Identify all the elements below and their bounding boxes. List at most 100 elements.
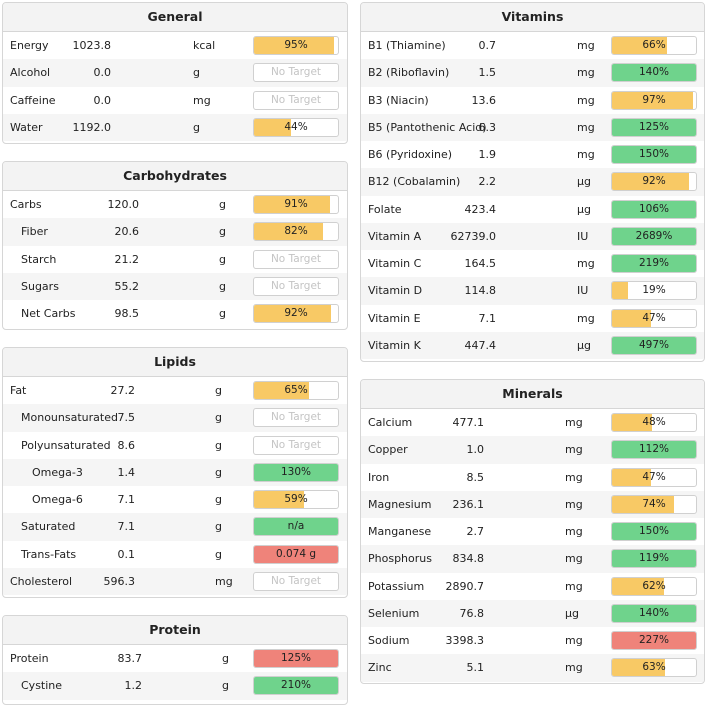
- vitamins-row-b3-niacin[interactable]: B3 (Niacin) 13.6 mg 97%: [361, 87, 704, 114]
- nutrient-name: Vitamin A: [368, 229, 422, 243]
- vitamins-row-b5-pantothenic-acid[interactable]: B5 (Pantothenic Acid) 6.3 mg 125%: [361, 113, 704, 141]
- minerals-row-calcium[interactable]: Calcium 477.1 mg 48%: [361, 409, 704, 436]
- vitamins-row-b1-thiamine[interactable]: B1 (Thiamine) 0.7 mg 66%: [361, 32, 704, 59]
- progress-label: No Target: [270, 66, 322, 79]
- lipids-row-saturated[interactable]: Saturated 7.1 g n/a: [3, 513, 347, 541]
- minerals-row-potassium[interactable]: Potassium 2890.7 mg 62%: [361, 573, 704, 600]
- vitamins-row-b2-riboflavin[interactable]: B2 (Riboflavin) 1.5 mg 140%: [361, 59, 704, 87]
- nutrient-name: Starch: [21, 252, 57, 266]
- general-row-energy[interactable]: Energy 1023.8 kcal 95%: [3, 32, 347, 59]
- nutrient-unit: g: [193, 66, 200, 80]
- nutrient-name: Vitamin E: [368, 311, 421, 325]
- progress-fill: [612, 118, 696, 136]
- nutrient-name: Iron: [368, 470, 390, 484]
- carbohydrates-row-starch[interactable]: Starch 21.2 g No Target: [3, 246, 347, 273]
- progress-fill: [612, 309, 652, 327]
- nutrient-name: Fiber: [21, 225, 48, 239]
- carbohydrates-row-fiber[interactable]: Fiber 20.6 g 82%: [3, 218, 347, 246]
- target-progress-bar: No Target: [253, 249, 339, 269]
- general-row-caffeine[interactable]: Caffeine 0.0 mg No Target: [3, 87, 347, 114]
- progress-fill: [612, 495, 675, 513]
- nutrient-amount: 76.8: [459, 606, 485, 620]
- target-progress-bar: 66%: [611, 36, 697, 55]
- nutrient-name: Manganese: [368, 525, 432, 538]
- progress-fill: [612, 336, 696, 354]
- nutrient-amount: 21.2: [114, 252, 140, 266]
- progress-fill: [254, 677, 338, 695]
- progress-fill: [612, 414, 653, 431]
- nutrient-unit: kcal: [193, 39, 216, 52]
- lipids-row-trans-fats[interactable]: Trans-Fats 0.1 g 0.074 g: [3, 541, 347, 568]
- protein-row-cystine[interactable]: Cystine 1.2 g 210%: [3, 672, 347, 700]
- target-progress-bar: 227%: [611, 631, 697, 650]
- nutrient-amount: 0.1: [117, 547, 136, 561]
- nutrient-amount: 3398.3: [445, 634, 485, 647]
- target-progress-bar: 92%: [253, 304, 339, 323]
- lipids-row-cholesterol[interactable]: Cholesterol 596.3 mg No Target: [3, 567, 347, 595]
- nutrient-name: Cystine: [21, 679, 63, 693]
- lipids-row-fat[interactable]: Fat 27.2 g 65%: [3, 377, 347, 404]
- progress-label: 150%: [638, 525, 670, 537]
- protein-title: Protein: [3, 616, 347, 645]
- protein-row-protein[interactable]: Protein 83.7 g 125%: [3, 645, 347, 672]
- lipids-row-polyunsaturated[interactable]: Polyunsaturated 8.6 g No Target: [3, 432, 347, 459]
- progress-label: n/a: [287, 520, 305, 533]
- progress-fill: [612, 282, 628, 300]
- nutrient-unit: mg: [565, 470, 583, 484]
- nutrient-amount: 477.1: [452, 416, 485, 429]
- nutrient-name: Polyunsaturated: [21, 438, 111, 452]
- minerals-row-manganese[interactable]: Manganese 2.7 mg 150%: [361, 518, 704, 545]
- vitamins-row-b12-cobalamin[interactable]: B12 (Cobalamin) 2.2 µg 92%: [361, 168, 704, 196]
- minerals-row-phosphorus[interactable]: Phosphorus 834.8 mg 119%: [361, 545, 704, 573]
- nutrient-amount: 447.4: [464, 338, 497, 352]
- carbohydrates-row-sugars[interactable]: Sugars 55.2 g No Target: [3, 272, 347, 300]
- nutrient-name: B5 (Pantothenic Acid): [368, 120, 487, 134]
- progress-fill: [612, 550, 696, 568]
- nutrient-name: B12 (Cobalamin): [368, 175, 461, 189]
- nutrient-amount: 62739.0: [450, 229, 497, 243]
- nutrient-unit: mg: [565, 552, 583, 566]
- minerals-row-selenium[interactable]: Selenium 76.8 µg 140%: [361, 599, 704, 627]
- lipids-panel: Lipids Fat 27.2 g 65% Monounsaturated 7.5 g No …: [2, 347, 348, 598]
- vitamins-row-vitamin-e[interactable]: Vitamin E 7.1 mg 47%: [361, 305, 704, 332]
- nutrient-amount: 834.8: [452, 552, 485, 566]
- minerals-row-sodium[interactable]: Sodium 3398.3 mg 227%: [361, 627, 704, 654]
- nutrient-unit: g: [219, 198, 226, 211]
- vitamins-panel: Vitamins B1 (Thiamine) 0.7 mg 66% B2 (Ribofl…: [360, 2, 705, 362]
- nutrient-unit: mg: [565, 416, 583, 429]
- target-progress-bar: No Target: [253, 90, 339, 110]
- target-progress-bar: No Target: [253, 63, 339, 83]
- progress-fill: [612, 659, 665, 677]
- progress-label: 112%: [638, 443, 670, 456]
- general-row-alcohol[interactable]: Alcohol 0.0 g No Target: [3, 59, 347, 87]
- target-progress-bar: 140%: [611, 603, 697, 623]
- lipids-row-monounsaturated[interactable]: Monounsaturated 7.5 g No Target: [3, 404, 347, 432]
- progress-label: No Target: [270, 574, 322, 587]
- minerals-row-copper[interactable]: Copper 1.0 mg 112%: [361, 436, 704, 464]
- progress-fill: [254, 491, 304, 508]
- carbohydrates-row-net-carbs[interactable]: Net Carbs 98.5 g 92%: [3, 300, 347, 327]
- minerals-row-zinc[interactable]: Zinc 5.1 mg 63%: [361, 654, 704, 682]
- vitamins-row-vitamin-c[interactable]: Vitamin C 164.5 mg 219%: [361, 250, 704, 277]
- general-panel: General Energy 1023.8 kcal 95% Alcohol 0.0 g No…: [2, 2, 348, 144]
- nutrient-name: Zinc: [368, 661, 392, 675]
- vitamins-row-vitamin-d[interactable]: Vitamin D 114.8 IU 19%: [361, 277, 704, 305]
- progress-fill: [254, 545, 338, 563]
- general-row-water[interactable]: Water 1192.0 g 44%: [3, 113, 347, 141]
- vitamins-row-b6-pyridoxine[interactable]: B6 (Pyridoxine) 1.9 mg 150%: [361, 141, 704, 168]
- vitamins-row-folate[interactable]: Folate 423.4 µg 106%: [361, 196, 704, 223]
- lipids-row-omega-3[interactable]: Omega-3 1.4 g 130%: [3, 458, 347, 486]
- carbohydrates-row-carbs[interactable]: Carbs 120.0 g 91%: [3, 191, 347, 218]
- nutrient-unit: g: [219, 225, 226, 239]
- minerals-row-iron[interactable]: Iron 8.5 mg 47%: [361, 464, 704, 491]
- progress-label: 219%: [638, 257, 670, 269]
- nutrient-name: Net Carbs: [21, 307, 76, 320]
- progress-fill: [612, 227, 696, 245]
- minerals-row-magnesium[interactable]: Magnesium 236.1 mg 74%: [361, 490, 704, 518]
- minerals-rows: Calcium 477.1 mg 48% Copper 1.0 mg 112% Iron 8.5 m…: [361, 409, 704, 682]
- lipids-row-omega-6[interactable]: Omega-6 7.1 g 59%: [3, 486, 347, 513]
- vitamins-row-vitamin-k[interactable]: Vitamin K 447.4 µg 497%: [361, 331, 704, 359]
- nutrient-unit: mg: [565, 443, 583, 457]
- nutrient-amount: 120.0: [107, 198, 140, 211]
- vitamins-row-vitamin-a[interactable]: Vitamin A 62739.0 IU 2689%: [361, 222, 704, 250]
